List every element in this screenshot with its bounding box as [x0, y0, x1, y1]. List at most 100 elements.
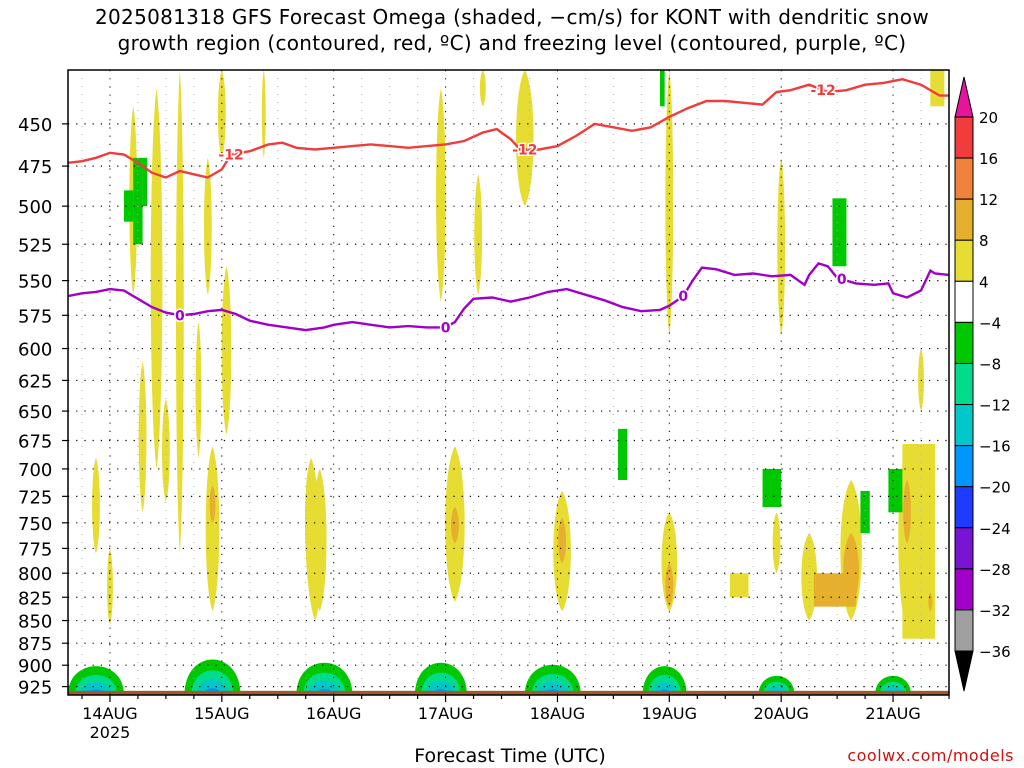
omega-shade-region: [261, 70, 266, 158]
omega-shade-region: [813, 573, 856, 607]
colorbar-label: −16: [979, 438, 1011, 456]
y-tick-label: 900: [18, 656, 52, 677]
contour-label: 0: [678, 289, 688, 305]
colorbar-swatch: [954, 157, 974, 200]
omega-shade-region: [304, 457, 322, 621]
colorbar-over-triangle: [954, 76, 974, 118]
contour-line-0: [68, 262, 949, 332]
colorbar-label: −8: [979, 355, 1001, 373]
omega-shade-region: [133, 157, 143, 245]
y-axis: 450 475 500 525 550 575 600 625 650 675 700 725 750 7…: [18, 115, 68, 699]
y-tick-label: 875: [18, 634, 52, 655]
contour-label: -12: [512, 142, 537, 158]
colorbar-swatch: [954, 568, 974, 611]
x-tick-label: 17AUG: [418, 704, 473, 723]
omega-shade-region: [203, 157, 212, 295]
y-tick-label: 800: [18, 564, 52, 585]
y-tick-label: 850: [18, 612, 52, 633]
x-tick-label: 15AUG: [194, 704, 249, 723]
omega-shade-region: [772, 512, 781, 574]
y-tick-label: 525: [18, 235, 52, 256]
omega-shade-region: [618, 428, 628, 481]
omega-shade-region: [659, 70, 665, 107]
y-tick-label: 750: [18, 514, 52, 535]
omega-shade-region: [217, 70, 226, 158]
contour-label: -12: [810, 83, 835, 99]
omega-shade-region: [729, 573, 749, 598]
colorbar-swatch: [954, 486, 974, 529]
y-tick-label: 700: [18, 460, 52, 481]
chart-title: 2025081318 GFS Forecast Omega (shaded, −…: [0, 4, 1024, 56]
omega-shade-region: [479, 70, 486, 107]
y-tick-label: 725: [18, 487, 52, 508]
omega-shading-layer: [68, 70, 949, 695]
omega-shade-region: [150, 88, 163, 469]
omega-shade-region: [860, 490, 870, 534]
y-tick-label: 575: [18, 306, 52, 327]
omega-shade-region: [832, 198, 847, 267]
y-tick-label: 450: [18, 115, 52, 136]
omega-shade-region: [888, 468, 903, 513]
omega-shade-region: [661, 512, 678, 612]
x-axis-label: Forecast Time (UTC): [414, 745, 606, 767]
y-tick-label: 475: [18, 157, 52, 178]
contour-label: -12: [218, 148, 243, 164]
colorbar-swatch: [954, 362, 974, 406]
y-tick-label: 550: [18, 272, 52, 293]
omega-shade-region: [918, 348, 924, 412]
omega-shade-region: [558, 517, 567, 564]
colorbar-swatch: [954, 239, 974, 282]
colorbar-under-triangle: [954, 650, 974, 692]
colorbar-swatch: [954, 527, 974, 570]
plot-frame: [67, 69, 950, 696]
grid-lines: [68, 70, 950, 695]
omega-shade-region: [142, 157, 148, 207]
omega-shade-region: [436, 88, 446, 302]
colorbar-label: −28: [979, 561, 1011, 579]
contour-label: 0: [837, 272, 847, 288]
chart-title-line1: 2025081318 GFS Forecast Omega (shaded, −…: [95, 5, 929, 29]
omega-shade-region: [762, 468, 782, 508]
colorbar-label: 12: [979, 191, 998, 209]
colorbar-legend: 20 16 12 8 4 −4 −8 −12 −16 −20 −24 −28 −32 −36: [954, 76, 1011, 692]
omega-shade-region: [474, 174, 483, 295]
colorbar-label: −12: [979, 397, 1011, 415]
x-tick-label: 18AUG: [530, 704, 585, 723]
chart-title-line2: growth region (contoured, red, ºC) and f…: [117, 31, 907, 55]
colorbar-label: −36: [979, 643, 1011, 661]
y-tick-label: 825: [18, 588, 52, 609]
omega-shade-region: [777, 157, 786, 336]
omega-shade-region: [665, 563, 674, 607]
credit-link[interactable]: coolwx.com/models: [847, 746, 1014, 765]
colorbar-label: 8: [979, 232, 989, 250]
y-tick-label: 650: [18, 402, 52, 423]
y-tick-label: 675: [18, 432, 52, 453]
x-tick-label: 16AUG: [306, 704, 361, 723]
colorbar-swatch: [954, 609, 974, 652]
colorbar-label: 4: [979, 273, 989, 291]
colorbar-label: −32: [979, 602, 1011, 620]
y-tick-label: 500: [18, 197, 52, 218]
colorbar-swatch: [954, 280, 974, 323]
contour-layer: -12 -12 -12 0 0 0 0: [68, 77, 949, 338]
x-tick-label: 21AUG: [865, 704, 920, 723]
y-tick-label: 925: [18, 678, 52, 699]
colorbar-swatch: [954, 198, 974, 241]
contour-line-minus-12: [68, 77, 949, 179]
contour-label: 0: [441, 320, 451, 336]
colorbar-swatch: [954, 321, 974, 364]
omega-shade-region: [195, 322, 202, 458]
colorbar-swatch: [954, 404, 974, 447]
colorbar-label: −20: [979, 479, 1011, 497]
y-tick-label: 600: [18, 340, 52, 361]
y-tick-label: 775: [18, 539, 52, 560]
omega-shade-region: [161, 398, 170, 502]
x-tick-label: 19AUG: [642, 704, 697, 723]
colorbar-label: 16: [979, 150, 998, 168]
surface-strip: [68, 690, 949, 695]
omega-shade-region: [175, 70, 184, 554]
omega-shade-region: [92, 457, 100, 554]
colorbar-label: −24: [979, 520, 1011, 538]
omega-shade-region: [205, 446, 220, 612]
